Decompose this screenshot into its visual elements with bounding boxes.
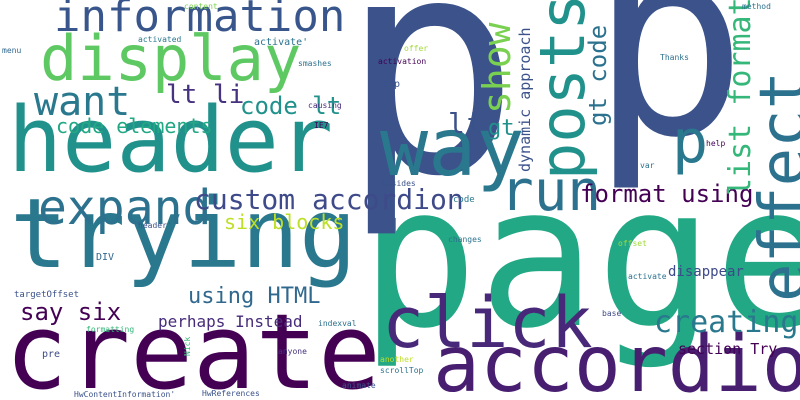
word-create: create — [5, 291, 381, 400]
word-code-elements: code elements — [56, 114, 213, 138]
word-top: top — [382, 79, 401, 90]
word-thanks: Thanks — [660, 53, 689, 62]
word-dynamic-approach: dynamic approach — [516, 27, 534, 173]
word-format-using: format using — [580, 180, 754, 208]
word-content: content — [184, 2, 218, 11]
word-say-six: say six — [20, 298, 122, 326]
word-help: help — [706, 139, 726, 148]
word-p-right: p — [590, 0, 748, 195]
word-activate-q: activate' — [254, 37, 309, 48]
word-accordion: accordion — [433, 320, 800, 400]
word-nick: Nick — [183, 336, 192, 356]
word-method: method — [742, 2, 771, 11]
word-offer: offer — [404, 44, 429, 53]
word-activation: activation — [378, 57, 427, 66]
word-scrolltop: scrollTop — [380, 366, 424, 375]
word-div: DIV — [96, 252, 115, 263]
word-list-format: list format — [723, 0, 758, 196]
word-base: base — [602, 309, 622, 318]
word-indexval: indexval — [318, 319, 357, 328]
word-p-small: p — [672, 107, 709, 177]
word-expand: expand — [38, 180, 212, 236]
word-hwreferences: HwReferences — [202, 389, 260, 398]
word-li: li — [448, 107, 482, 140]
word-information: information — [54, 0, 346, 42]
word-want: want — [34, 79, 131, 125]
word-animate: animate — [342, 381, 376, 390]
word-offset: offset — [618, 239, 647, 248]
word-page: page — [360, 144, 800, 372]
word-besides: besides — [382, 179, 416, 188]
word-click: click — [382, 282, 593, 364]
word-using-html: using HTML — [188, 284, 321, 309]
word-header-q: header' — [138, 221, 172, 230]
word-run: run — [500, 159, 602, 224]
word-lt-li: lt li — [166, 80, 245, 110]
word-perhaps-instead: perhaps Instead — [158, 312, 303, 331]
word-anyone: anyone — [278, 347, 307, 356]
word-activate: activate — [628, 272, 667, 281]
word-changes: changes — [448, 235, 482, 244]
word-another: another — [380, 355, 414, 364]
word-code-lt: code lt — [240, 92, 342, 120]
word-way: way — [380, 101, 525, 194]
word-gt-code: gt code — [584, 24, 612, 126]
word-smashes: smashes — [298, 59, 332, 68]
word-custom-accordion: custom accordion — [194, 183, 464, 216]
word-creating: creating — [654, 305, 799, 340]
word-display: display — [40, 22, 302, 95]
word-show: show — [475, 22, 519, 114]
word-section-try: section Try — [678, 340, 778, 358]
word-menu: menu — [2, 46, 22, 55]
word-p-large: p — [340, 0, 521, 242]
word-ie7: IE7 — [314, 121, 329, 130]
word-pre: pre — [42, 349, 61, 360]
word-hwcontentinformation: HwContentInformation' — [74, 390, 176, 399]
word-activated: activated — [138, 35, 182, 44]
word-gt: gt — [488, 116, 515, 141]
word-disappear: disappear — [668, 264, 744, 280]
word-targetoffset: targetOffset — [14, 290, 80, 300]
word-trying: trying — [10, 178, 357, 290]
word-effect: effect — [747, 70, 800, 302]
word-formatting: formatting — [86, 325, 135, 334]
word-six-blocks: six blocks — [224, 210, 345, 234]
word-code: code — [453, 195, 475, 205]
word-var: var — [640, 161, 655, 170]
word-header: header — [8, 88, 334, 193]
word-causing: causing — [308, 101, 342, 110]
